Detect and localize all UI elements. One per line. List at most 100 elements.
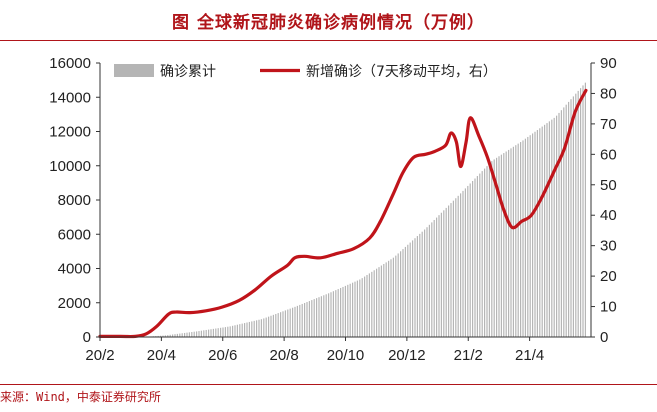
cumulative-bar — [488, 163, 490, 337]
daily-new-line-layer — [98, 88, 588, 339]
cumulative-bar — [294, 306, 296, 337]
y-right-tick-label: 60 — [600, 146, 617, 163]
y-left-tick-label: 6000 — [58, 226, 91, 243]
cumulative-bar — [349, 283, 351, 337]
cumulative-bar — [472, 180, 474, 337]
cumulative-bar — [457, 195, 459, 337]
cumulative-bar — [534, 131, 536, 337]
cumulative-bar — [236, 324, 238, 337]
cumulative-bar — [200, 330, 202, 337]
y-right-tick-label: 0 — [600, 329, 608, 346]
cumulative-bar — [361, 278, 363, 337]
cumulative-bar — [342, 286, 344, 337]
cumulative-bar — [536, 130, 538, 337]
cumulative-bar — [476, 176, 478, 337]
cumulative-bar — [426, 227, 428, 337]
legend-label-bars: 确诊累计 — [160, 64, 216, 80]
cumulative-bar — [438, 215, 440, 337]
x-tick-label: 20/6 — [208, 347, 237, 364]
cumulative-bar — [520, 142, 522, 337]
cumulative-bar — [546, 123, 548, 337]
cumulative-bar — [268, 316, 270, 337]
cumulative-bar — [383, 263, 385, 337]
cumulative-bar — [395, 255, 397, 337]
cumulative-bar — [172, 334, 174, 337]
cumulative-bar — [462, 190, 464, 337]
cumulative-bar — [320, 296, 322, 337]
cumulative-bar — [479, 173, 481, 337]
cumulative-bar — [572, 96, 574, 337]
y-left-tick-label: 4000 — [58, 261, 91, 278]
cumulative-bar — [556, 115, 558, 337]
cumulative-bar — [157, 335, 159, 337]
cumulative-bar — [222, 327, 224, 337]
cumulative-bar — [500, 154, 502, 337]
y-right-tick-label: 70 — [600, 116, 617, 133]
cumulative-bar — [390, 259, 392, 337]
cumulative-bar — [373, 270, 375, 337]
cumulative-bar — [565, 104, 567, 337]
cumulative-bar — [577, 90, 579, 338]
cumulative-bar — [575, 93, 577, 337]
cumulative-bar — [440, 212, 442, 337]
x-tick-label: 20/10 — [327, 347, 365, 364]
cumulative-bar — [325, 294, 327, 337]
cumulative-bar — [332, 291, 334, 337]
cumulative-bar — [248, 321, 250, 337]
cumulative-bar — [445, 207, 447, 337]
y-right-tick-label: 10 — [600, 299, 617, 316]
cumulative-bar — [455, 198, 457, 337]
cumulative-bar — [404, 246, 406, 337]
cumulative-bar — [253, 320, 255, 337]
cumulative-bar — [548, 121, 550, 337]
cumulative-bar — [260, 319, 262, 337]
axes: 0 2000 4000 6000 8000 10000 12000 14000 16000 0 10… — [49, 55, 616, 364]
y-left-tick-label: 12000 — [49, 124, 91, 141]
x-tick-label: 20/2 — [85, 347, 114, 364]
cumulative-bar — [380, 265, 382, 337]
cumulative-bar — [400, 251, 402, 337]
cumulative-bar — [186, 332, 188, 337]
cumulative-bar — [203, 330, 205, 337]
cumulative-bar — [344, 285, 346, 337]
cumulative-bar — [510, 148, 512, 337]
cumulative-bar — [505, 151, 507, 337]
cumulative-bar — [160, 335, 162, 337]
cumulative-bar — [287, 309, 289, 337]
cumulative-bar — [467, 185, 469, 337]
cumulative-bar — [306, 302, 308, 337]
cumulative-bar — [169, 334, 171, 337]
cumulative-bar — [272, 314, 274, 337]
cumulative-bar — [414, 238, 416, 337]
cumulative-bar — [366, 274, 368, 337]
cumulative-bar — [356, 280, 358, 337]
cumulative-bar — [524, 138, 526, 337]
cumulative-bar — [486, 166, 488, 337]
cumulative-bar — [460, 193, 462, 337]
cumulative-bar — [582, 85, 584, 338]
cumulative-bar — [448, 205, 450, 337]
cumulative-bar — [484, 168, 486, 337]
cumulative-bar — [436, 217, 438, 337]
cumulative-bar — [224, 327, 226, 337]
cumulative-bar — [517, 143, 519, 337]
cumulative-bar — [217, 328, 219, 337]
cumulative-bar — [232, 325, 234, 337]
x-tick-label: 21/4 — [515, 347, 544, 364]
cumulative-bar — [433, 219, 435, 337]
cumulative-bar — [498, 156, 500, 337]
y-right-tick-label: 30 — [600, 238, 617, 255]
cumulative-bar — [196, 331, 198, 337]
cumulative-bar — [416, 236, 418, 337]
cumulative-bar — [296, 305, 298, 337]
cumulative-bar — [318, 297, 320, 337]
y-left-tick-label: 8000 — [58, 192, 91, 209]
cumulative-bar — [539, 128, 541, 337]
cumulative-bar — [330, 292, 332, 337]
cumulative-bar — [421, 231, 423, 337]
cumulative-bar — [251, 321, 253, 337]
cumulative-bar — [553, 117, 555, 337]
chart-title: 图 全球新冠肺炎确诊病例情况（万例） — [172, 12, 485, 33]
cumulative-bar — [568, 101, 570, 337]
y-right-tick-label: 90 — [600, 55, 617, 72]
